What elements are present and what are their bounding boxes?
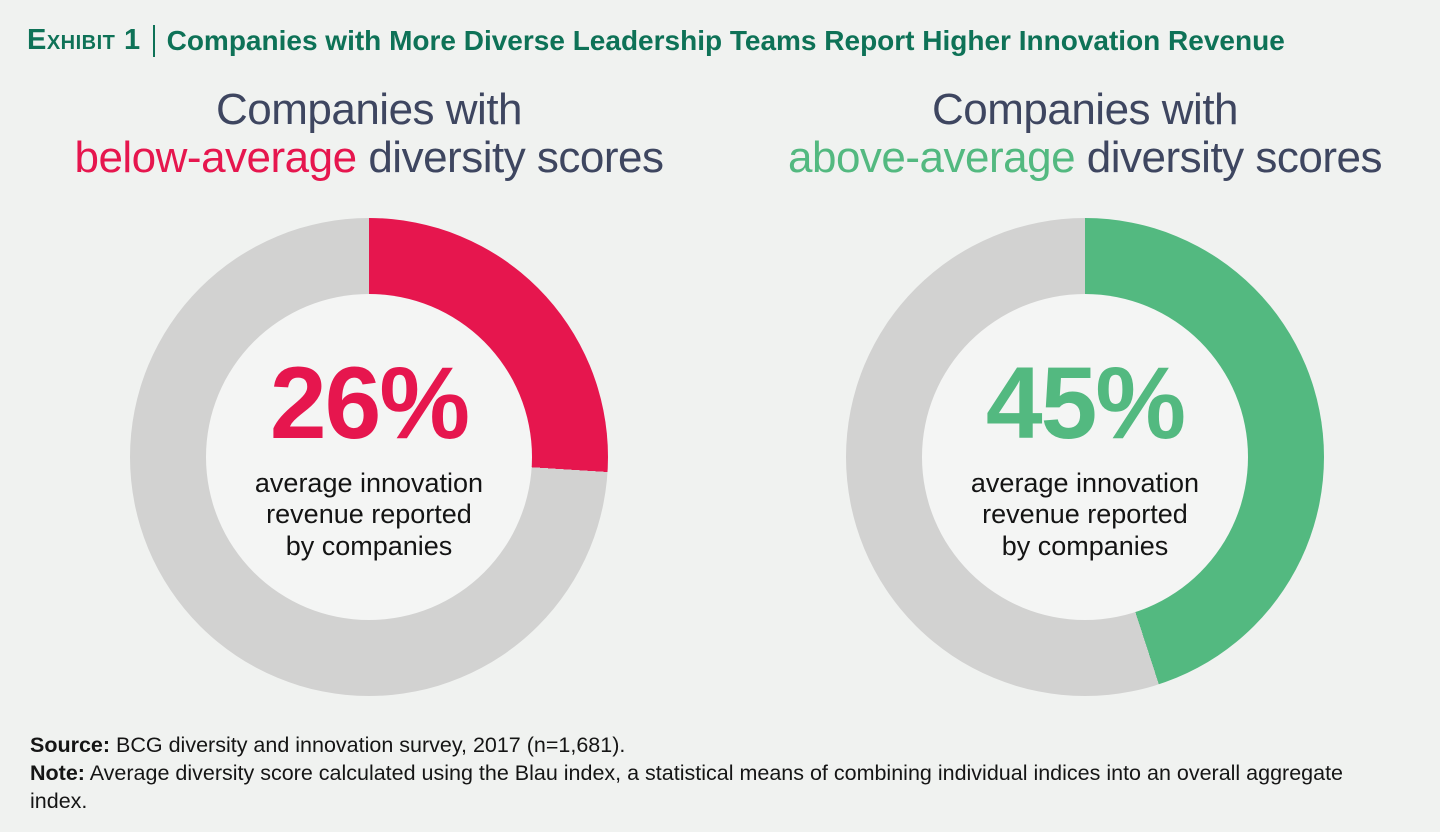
exhibit-header: Exhibit 1 Companies with More Diverse Le… — [27, 24, 1285, 57]
footnotes: Source: BCG diversity and innovation sur… — [30, 731, 1370, 815]
donut-caption: average innovation revenue reported by c… — [255, 468, 483, 563]
caption-line: revenue reported — [266, 499, 472, 530]
source-note: Source: BCG diversity and innovation sur… — [30, 731, 1370, 759]
exhibit-label: Exhibit 1 — [27, 24, 141, 56]
note-text: Average diversity score calculated using… — [30, 761, 1344, 814]
page-title: Companies with More Diverse Leadership T… — [166, 24, 1285, 56]
donut-value-label: 45% — [985, 345, 1186, 460]
donut-chart-above-average: 45% average innovation revenue reported … — [846, 217, 1324, 696]
donut-chart-below-average: 26% average innovation revenue reported … — [130, 217, 608, 696]
chart-heading-above-average: Companies with above-average diversity s… — [775, 86, 1395, 182]
caption-line: by companies — [1001, 530, 1169, 561]
donut-caption: average innovation revenue reported by c… — [971, 468, 1199, 563]
source-text: BCG diversity and innovation survey, 201… — [110, 733, 626, 757]
chart-heading-line1: Companies with — [931, 85, 1239, 134]
caption-line: revenue reported — [982, 499, 1188, 530]
caption-line: average innovation — [254, 467, 484, 498]
method-note: Note: Average diversity score calculated… — [30, 759, 1370, 815]
chart-heading-highlight: above-average — [788, 132, 1076, 182]
chart-heading-rest: diversity scores — [1086, 132, 1383, 182]
chart-column-below-average: Companies with below-average diversity s… — [59, 86, 679, 696]
donut-hole: 45% average innovation revenue reported … — [922, 293, 1248, 620]
exhibit-separator-bar — [152, 24, 155, 57]
caption-line: average innovation — [970, 467, 1200, 498]
source-label: Source: — [30, 733, 111, 757]
chart-heading-below-average: Companies with below-average diversity s… — [59, 86, 679, 182]
caption-line: by companies — [285, 530, 453, 561]
chart-column-above-average: Companies with above-average diversity s… — [775, 86, 1395, 696]
chart-heading-line1: Companies with — [215, 85, 523, 134]
donut-hole: 26% average innovation revenue reported … — [206, 293, 532, 620]
donut-value-label: 26% — [269, 345, 470, 460]
chart-heading-rest: diversity scores — [368, 132, 664, 182]
note-label: Note: — [30, 761, 85, 786]
chart-heading-highlight: below-average — [74, 132, 357, 182]
